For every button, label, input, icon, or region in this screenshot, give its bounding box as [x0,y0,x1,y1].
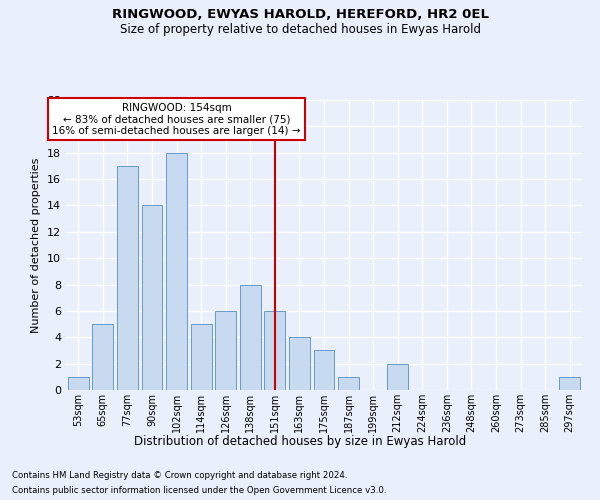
Bar [265,311,286,390]
Bar [559,377,580,390]
Bar [68,377,89,390]
Text: Contains public sector information licensed under the Open Government Licence v3: Contains public sector information licen… [12,486,386,495]
Bar [191,324,212,390]
Bar [289,338,310,390]
Bar [338,377,359,390]
Text: Contains HM Land Registry data © Crown copyright and database right 2024.: Contains HM Land Registry data © Crown c… [12,471,347,480]
Text: Distribution of detached houses by size in Ewyas Harold: Distribution of detached houses by size … [134,435,466,448]
Bar [240,284,261,390]
Bar [314,350,334,390]
Text: RINGWOOD: 154sqm
← 83% of detached houses are smaller (75)
16% of semi-detached : RINGWOOD: 154sqm ← 83% of detached house… [52,102,301,136]
Bar [387,364,408,390]
Bar [215,311,236,390]
Text: Size of property relative to detached houses in Ewyas Harold: Size of property relative to detached ho… [119,22,481,36]
Bar [92,324,113,390]
Bar [166,152,187,390]
Bar [142,206,163,390]
Bar [117,166,138,390]
Text: RINGWOOD, EWYAS HAROLD, HEREFORD, HR2 0EL: RINGWOOD, EWYAS HAROLD, HEREFORD, HR2 0E… [112,8,488,20]
Y-axis label: Number of detached properties: Number of detached properties [31,158,41,332]
